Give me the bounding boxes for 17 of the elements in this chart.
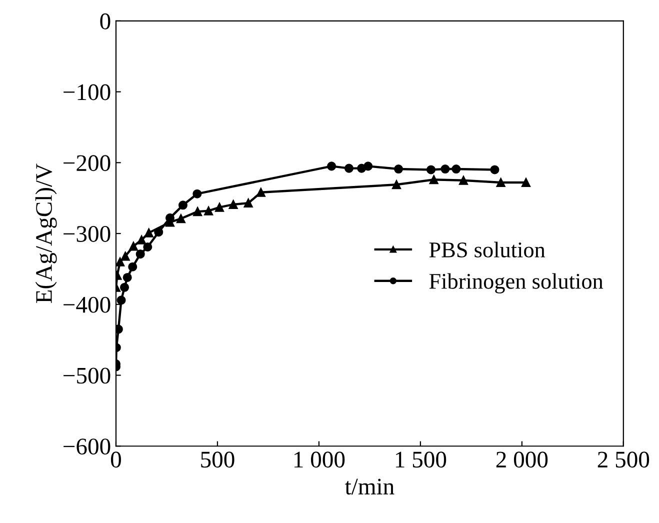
y-tick-label: −500	[64, 368, 110, 384]
x-tick-label: 500	[201, 452, 234, 468]
legend-label: PBS solution	[429, 242, 546, 258]
y-tick-label: −600	[64, 438, 110, 455]
y-tick-label: −200	[64, 155, 110, 172]
y-tick-label: 0	[100, 13, 110, 30]
x-tick-label: 1 000	[294, 452, 345, 468]
x-tick-label: 2 000	[496, 452, 548, 468]
x-tick-label: 1 500	[396, 452, 446, 468]
legend-label: Fibrinogen solution	[429, 273, 604, 294]
x-tick-label: 0	[110, 452, 121, 468]
y-tick-label: −400	[64, 296, 110, 313]
x-tick-label: 2 500	[598, 452, 650, 468]
y-axis-title: E(Ag/AgCl)/V	[35, 164, 57, 304]
y-tick-label: −300	[64, 226, 110, 242]
x-axis-title: t/min	[345, 478, 394, 495]
y-tick-label: −100	[64, 84, 110, 100]
